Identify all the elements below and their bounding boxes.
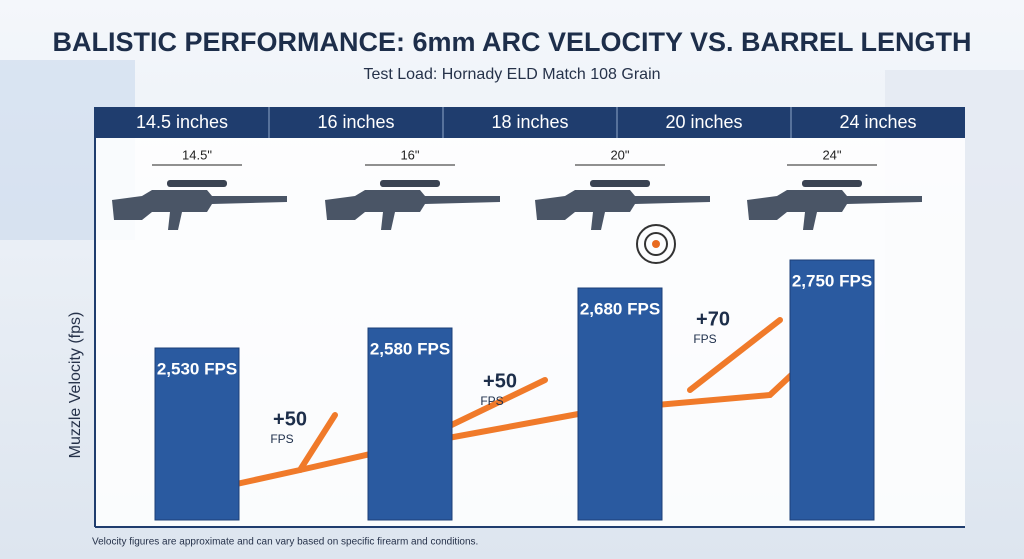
value-label: 2,530 FPS	[157, 359, 237, 378]
rifle-body	[112, 190, 287, 230]
bar	[367, 327, 453, 521]
rifle-scope	[167, 180, 227, 187]
rifle-length-label: 24"	[822, 147, 841, 162]
bar	[577, 287, 663, 521]
rifle-icon	[325, 180, 500, 230]
annotation-unit: FPS	[480, 394, 503, 408]
chart-subtitle: Test Load: Hornady ELD Match 108 Grain	[363, 66, 660, 83]
target-decor	[636, 224, 676, 264]
rifle-scope	[590, 180, 650, 187]
annotation-gain: +50	[483, 370, 517, 392]
rifle-scope	[802, 180, 862, 187]
annotation-unit: FPS	[693, 332, 716, 346]
arrow	[687, 317, 783, 393]
header-bar	[95, 107, 965, 138]
rifle-length-label: 16"	[400, 147, 419, 162]
value-label: 2,580 FPS	[370, 339, 450, 358]
rifle-length-label: 14.5"	[182, 147, 212, 162]
header-label: 24 inches	[839, 112, 916, 132]
rifle-body	[325, 190, 500, 230]
bar	[154, 347, 240, 521]
footnote: Velocity figures are approximate and can…	[92, 537, 478, 548]
header-label: 20 inches	[665, 112, 742, 132]
rifle-icon	[112, 180, 287, 230]
header-label: 18 inches	[491, 112, 568, 132]
bar	[789, 259, 875, 521]
y-axis-label: Muzzle Velocity (fps)	[67, 312, 84, 459]
value-label: 2,680 FPS	[580, 299, 660, 318]
rifle-length-label: 20"	[610, 147, 629, 162]
rifle-body	[747, 190, 922, 230]
value-label: 2,750 FPS	[792, 271, 872, 290]
annotation-gain: +70	[696, 308, 730, 330]
header-label: 14.5 inches	[136, 112, 228, 132]
rifle-icon	[535, 180, 710, 230]
annotation-gain: +50	[273, 408, 307, 430]
annotation-unit: FPS	[270, 432, 293, 446]
header-label: 16 inches	[317, 112, 394, 132]
rifle-body	[535, 190, 710, 230]
rifle-icon	[747, 180, 922, 230]
rifle-scope	[380, 180, 440, 187]
chart-title: BALISTIC PERFORMANCE: 6mm ARC VELOCITY V…	[52, 27, 971, 57]
